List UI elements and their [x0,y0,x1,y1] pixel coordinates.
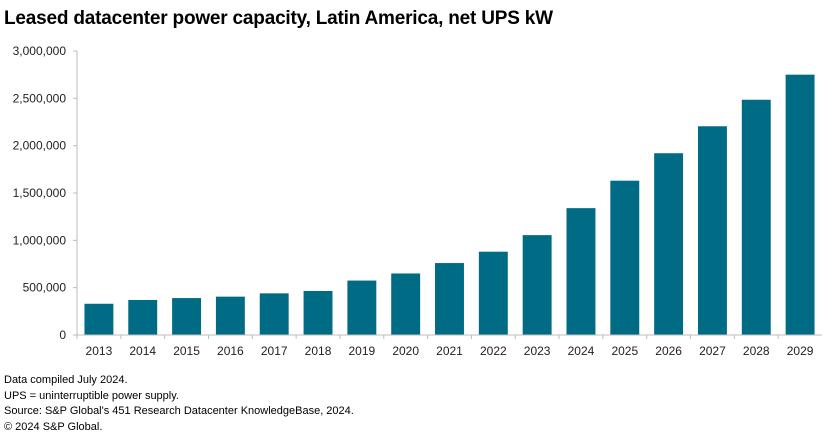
x-tick-label: 2019 [349,344,376,358]
note-copyright: © 2024 S&P Global. [4,420,103,433]
x-tick-label: 2026 [655,344,682,358]
x-tick-label: 2027 [699,344,726,358]
bar-2016 [215,296,245,335]
y-tick-label: 1,000,000 [13,233,67,247]
bar-2018 [303,290,333,335]
x-tick-label: 2028 [743,344,770,358]
x-tick-label: 2017 [261,344,288,358]
bars [84,74,815,336]
x-tick-label: 2029 [787,344,814,358]
x-tick-label: 2014 [129,344,156,358]
chart-title: Leased datacenter power capacity, Latin … [4,8,553,29]
note-ups-definition: UPS = uninterruptible power supply. [4,389,179,402]
bar-2020 [391,273,421,335]
y-tick-label: 2,000,000 [13,139,67,153]
bar-2027 [697,126,727,335]
y-tick-label: 3,000,000 [13,44,67,58]
bar-2024 [566,208,596,335]
x-tick-label: 2018 [305,344,332,358]
x-tick-label: 2024 [568,344,595,358]
note-compiled: Data compiled July 2024. [4,374,128,386]
bar-2014 [128,299,158,335]
bar-2028 [741,99,771,336]
note-source: Source: S&P Global's 451 Research Datace… [4,405,354,417]
bar-2022 [478,251,508,335]
bar-2025 [610,180,640,335]
x-tick-label: 2015 [173,344,200,358]
bar-2019 [347,280,377,335]
x-tick-label: 2013 [86,344,113,358]
y-tick-label: 2,500,000 [13,91,67,105]
chart-notes: Data compiled July 2024. UPS = uninterru… [4,373,354,435]
bar-2015 [172,298,202,335]
x-tick-label: 2022 [480,344,507,358]
x-tick-label: 2020 [392,344,419,358]
x-axis: 2013 2014 2015 2016 2017 2018 2019 2020 2021 2022… [76,334,822,358]
x-tick-label: 2016 [217,344,244,358]
y-tick-label: 0 [59,328,66,342]
x-tick-label: 2021 [436,344,463,358]
y-tick-label: 500,000 [23,281,67,295]
bar-2021 [435,263,464,335]
bar-2013 [84,303,114,335]
y-tick-label: 1,500,000 [13,186,67,200]
y-axis: 0 500,000 1,000,000 1,500,000 2,000,000 2,500… [13,44,78,342]
bar-2026 [654,153,684,335]
x-tick-label: 2023 [524,344,551,358]
bar-2017 [259,293,289,335]
bar-2029 [785,74,815,336]
bar-2023 [522,235,552,335]
x-tick-label: 2025 [611,344,638,358]
